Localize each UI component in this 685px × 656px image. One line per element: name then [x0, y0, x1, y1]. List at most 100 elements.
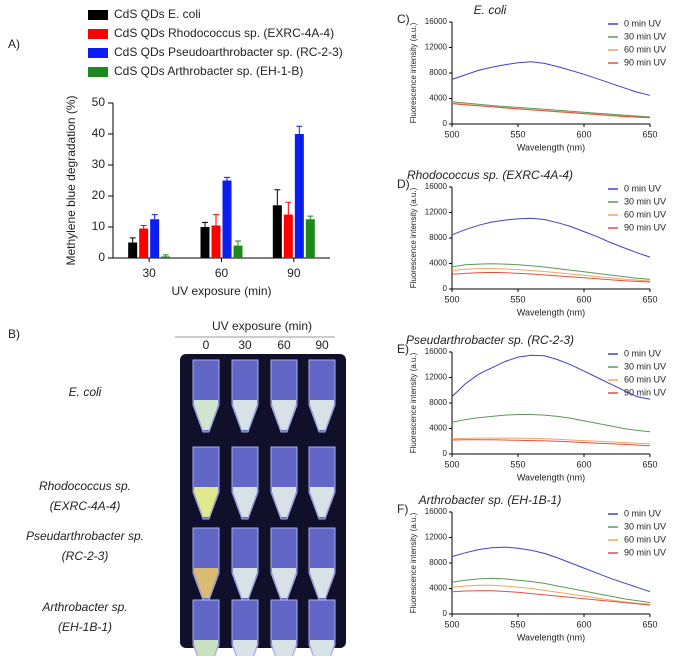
error-bar: [307, 215, 314, 220]
series-line: [451, 577, 651, 603]
y-tick-label: 30: [92, 157, 106, 171]
x-tick-label: 60: [215, 266, 229, 280]
y-tick-label: 16000: [425, 182, 448, 191]
tube-liquid: [272, 400, 296, 430]
y-tick-label: 16000: [425, 347, 448, 356]
tube-liquid: [272, 640, 296, 656]
legend-label: 60 min UV: [624, 209, 666, 219]
legend-label: 60 min UV: [624, 534, 666, 544]
photo: [180, 354, 346, 648]
y-tick-label: 50: [92, 95, 106, 109]
x-tick-label: 500: [444, 459, 459, 469]
series-line: [451, 437, 651, 445]
y-tick-label: 16000: [425, 17, 448, 26]
y-tick-label: 0: [443, 284, 448, 293]
tube-liquid: [310, 487, 334, 517]
panel-label: B): [8, 327, 20, 341]
x-tick-label: 600: [576, 129, 591, 139]
column-label: 60: [277, 338, 291, 352]
series-line: [451, 103, 651, 119]
legend-label: 0 min UV: [624, 183, 661, 193]
panel-label: A): [8, 37, 20, 51]
x-tick-label: 600: [576, 294, 591, 304]
error-bar: [274, 189, 281, 206]
row-label: (EXRC-4A-4): [50, 499, 121, 513]
bar: [233, 245, 243, 258]
row-label: Rhodococcus sp.: [39, 479, 131, 493]
legend-label: 90 min UV: [624, 547, 666, 557]
series-line: [451, 217, 651, 258]
x-tick-label: 90: [287, 266, 301, 280]
bar: [211, 225, 221, 258]
error-bar: [202, 221, 208, 227]
tube-liquid: [310, 400, 334, 430]
x-tick-label: 550: [510, 294, 525, 304]
y-axis-label: Fluorescence intensity (a.u.): [409, 352, 418, 453]
chart-title: Pseudarthrobacter sp. (RC-2-3): [406, 333, 574, 347]
series-line: [451, 590, 651, 606]
row-label: E. coli: [69, 385, 102, 399]
bar: [283, 214, 293, 258]
tube-liquid: [310, 640, 334, 656]
chart-title: Arthrobacter sp. (EH-1B-1): [418, 493, 562, 507]
legend-label: 0 min UV: [624, 508, 661, 518]
y-tick-label: 40: [92, 126, 106, 140]
legend-swatch: [88, 10, 108, 20]
y-axis-label: Fluorescence intensity (a.u.): [409, 22, 418, 123]
chart-title: E. coli: [474, 3, 507, 17]
x-tick-label: 550: [510, 619, 525, 629]
series-line: [451, 439, 651, 447]
legend-swatch: [88, 48, 108, 58]
bar: [150, 219, 160, 258]
y-axis-label: Fluorescence intensity (a.u.): [409, 187, 418, 288]
error-bar: [140, 224, 147, 229]
legend-label: 30 min UV: [624, 31, 666, 41]
legend-label: 90 min UV: [624, 387, 666, 397]
legend-label: 60 min UV: [624, 44, 666, 54]
panel-label: F): [397, 502, 408, 516]
row-label: Pseudarthrobacter sp.: [26, 529, 144, 543]
legend-label: 0 min UV: [624, 18, 661, 28]
legend-label: 90 min UV: [624, 57, 666, 67]
series-line: [451, 271, 651, 283]
tube-liquid: [233, 400, 257, 430]
y-tick-label: 8000: [429, 233, 447, 242]
tube-liquid: [233, 640, 257, 656]
legend-label: CdS QDs Rhodococcus sp. (EXRC-4A-4): [114, 26, 334, 40]
series-line: [451, 584, 651, 605]
x-axis-label: Wavelength (nm): [517, 632, 585, 642]
x-tick-label: 600: [576, 619, 591, 629]
tube-liquid: [194, 487, 218, 517]
legend-label: 0 min UV: [624, 348, 661, 358]
y-tick-label: 0: [443, 609, 448, 618]
column-label: 30: [238, 338, 252, 352]
y-tick-label: 4000: [429, 94, 447, 103]
bar: [305, 219, 315, 258]
y-tick-label: 8000: [429, 398, 447, 407]
legend-label: CdS QDs E. coli: [114, 7, 201, 21]
y-tick-label: 4000: [429, 259, 447, 268]
y-tick-label: 4000: [429, 584, 447, 593]
x-tick-label: 30: [142, 266, 156, 280]
y-tick-label: 8000: [429, 558, 447, 567]
panel-label: D): [397, 177, 410, 191]
bar: [139, 228, 149, 258]
column-label: 90: [315, 338, 329, 352]
x-tick-label: 550: [510, 459, 525, 469]
y-axis-label: Fluorescence intensity (a.u.): [409, 512, 418, 613]
y-tick-label: 20: [92, 188, 106, 202]
x-tick-label: 500: [444, 619, 459, 629]
x-tick-label: 650: [642, 459, 657, 469]
legend-label: 30 min UV: [624, 196, 666, 206]
y-tick-label: 12000: [425, 373, 448, 382]
x-tick-label: 650: [642, 129, 657, 139]
y-tick-label: 0: [443, 119, 448, 128]
legend-label: CdS QDs Arthrobacter sp. (EH-1-B): [114, 64, 303, 78]
series-line: [451, 263, 651, 280]
bar: [200, 227, 210, 258]
y-tick-label: 12000: [425, 208, 448, 217]
column-label: 0: [203, 338, 210, 352]
legend-swatch: [88, 67, 108, 77]
error-bar: [224, 176, 230, 181]
error-bar: [162, 254, 169, 257]
